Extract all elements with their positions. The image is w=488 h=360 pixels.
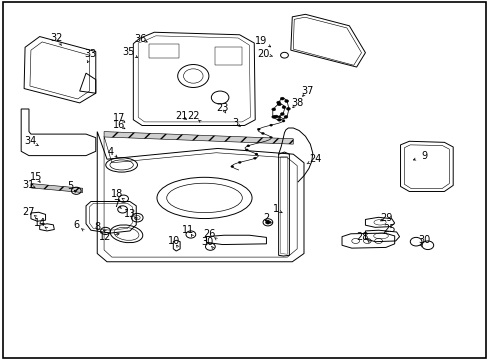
Circle shape bbox=[269, 136, 272, 139]
Text: 23: 23 bbox=[216, 103, 228, 113]
Circle shape bbox=[277, 118, 281, 121]
Circle shape bbox=[280, 97, 284, 100]
Circle shape bbox=[271, 116, 275, 118]
Text: 11: 11 bbox=[182, 225, 194, 235]
Text: 29: 29 bbox=[380, 213, 392, 222]
Text: 21: 21 bbox=[175, 111, 187, 121]
Text: 18: 18 bbox=[110, 189, 122, 199]
Text: 32: 32 bbox=[50, 33, 63, 43]
Polygon shape bbox=[104, 132, 293, 144]
Circle shape bbox=[238, 161, 241, 163]
Text: 3: 3 bbox=[232, 118, 238, 128]
Circle shape bbox=[284, 100, 288, 103]
Text: 30: 30 bbox=[418, 235, 430, 245]
Circle shape bbox=[262, 141, 264, 143]
Text: 26: 26 bbox=[203, 229, 215, 239]
Text: 15: 15 bbox=[30, 172, 42, 182]
Text: 33: 33 bbox=[84, 49, 97, 59]
Circle shape bbox=[265, 221, 270, 224]
Polygon shape bbox=[31, 184, 82, 193]
Circle shape bbox=[230, 166, 233, 168]
Text: 1: 1 bbox=[273, 204, 279, 215]
Circle shape bbox=[257, 128, 260, 130]
Text: 36: 36 bbox=[134, 34, 146, 44]
Text: 27: 27 bbox=[22, 207, 35, 217]
Text: 10: 10 bbox=[167, 236, 180, 246]
Circle shape bbox=[253, 157, 256, 159]
Text: 9: 9 bbox=[420, 150, 426, 161]
Text: 22: 22 bbox=[187, 111, 199, 121]
Text: 19: 19 bbox=[255, 36, 267, 46]
Text: 2: 2 bbox=[263, 213, 269, 222]
Text: 37: 37 bbox=[301, 86, 313, 96]
Text: 38: 38 bbox=[290, 98, 303, 108]
Text: 25: 25 bbox=[382, 225, 395, 234]
Text: 6: 6 bbox=[73, 220, 79, 230]
Text: 31: 31 bbox=[22, 180, 34, 190]
Text: 4: 4 bbox=[108, 147, 114, 157]
Circle shape bbox=[284, 116, 287, 118]
Text: 12: 12 bbox=[99, 232, 111, 242]
Circle shape bbox=[276, 101, 280, 104]
Circle shape bbox=[269, 124, 272, 126]
Circle shape bbox=[286, 107, 290, 110]
Circle shape bbox=[254, 153, 257, 155]
Text: 20: 20 bbox=[256, 49, 269, 59]
Circle shape bbox=[282, 120, 285, 122]
Text: 28: 28 bbox=[356, 232, 368, 242]
Circle shape bbox=[277, 116, 280, 118]
Text: 13: 13 bbox=[123, 209, 136, 219]
Circle shape bbox=[280, 113, 284, 116]
Text: 24: 24 bbox=[308, 154, 321, 164]
Text: 8: 8 bbox=[94, 222, 100, 232]
Text: 34: 34 bbox=[24, 136, 36, 145]
Text: 35: 35 bbox=[122, 46, 134, 57]
Text: 7: 7 bbox=[113, 199, 120, 210]
Circle shape bbox=[261, 132, 264, 135]
Text: 30: 30 bbox=[202, 237, 214, 247]
Text: 17: 17 bbox=[112, 113, 124, 123]
Text: 5: 5 bbox=[67, 181, 73, 192]
Circle shape bbox=[246, 145, 249, 147]
Circle shape bbox=[282, 106, 285, 109]
Circle shape bbox=[277, 103, 281, 106]
Text: 16: 16 bbox=[112, 121, 124, 130]
Circle shape bbox=[271, 108, 275, 111]
Text: 14: 14 bbox=[34, 218, 46, 228]
Circle shape bbox=[274, 115, 278, 118]
Circle shape bbox=[245, 149, 248, 151]
